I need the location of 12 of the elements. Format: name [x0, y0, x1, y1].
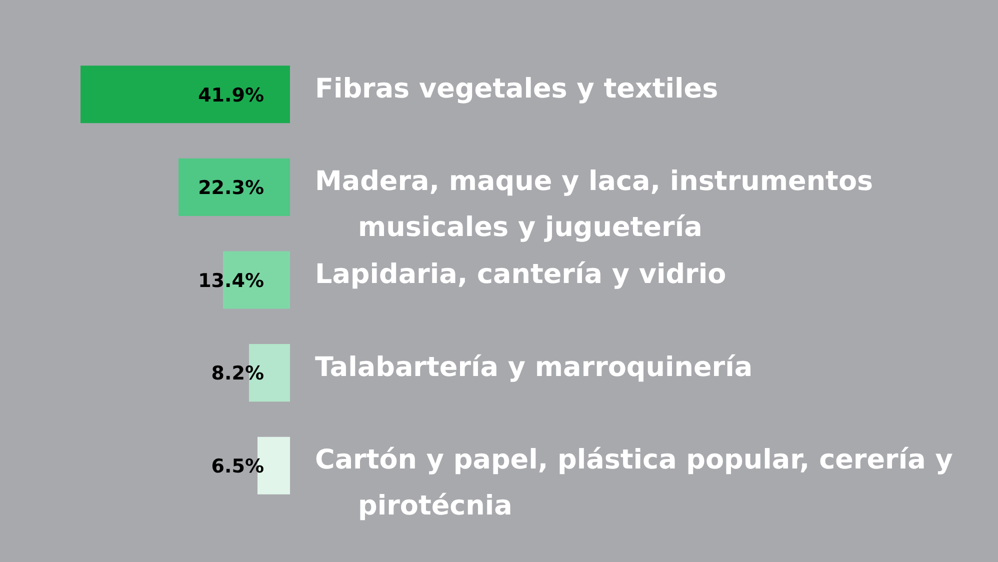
- y-tick-label: Fibras vegetales y textiles: [315, 73, 718, 104]
- y-tick-label: Talabartería y marroquinería: [315, 352, 753, 383]
- data-label: 6.5%: [211, 456, 264, 478]
- bar: [80, 66, 290, 124]
- y-tick-label: Madera, maque y laca, instrumentos musicales y juguetería: [315, 166, 874, 244]
- y-tick-label: Cartón y papel, plástica popular, cerería y pirotécnia: [315, 444, 954, 522]
- data-label: 22.3%: [198, 177, 264, 200]
- data-label: 8.2%: [211, 362, 264, 385]
- data-label: 41.9%: [198, 84, 264, 106]
- y-tick-label: Lapidaria, cantería y vidrio: [315, 259, 726, 290]
- data-label: 13.4%: [198, 270, 264, 292]
- bar: [178, 158, 290, 216]
